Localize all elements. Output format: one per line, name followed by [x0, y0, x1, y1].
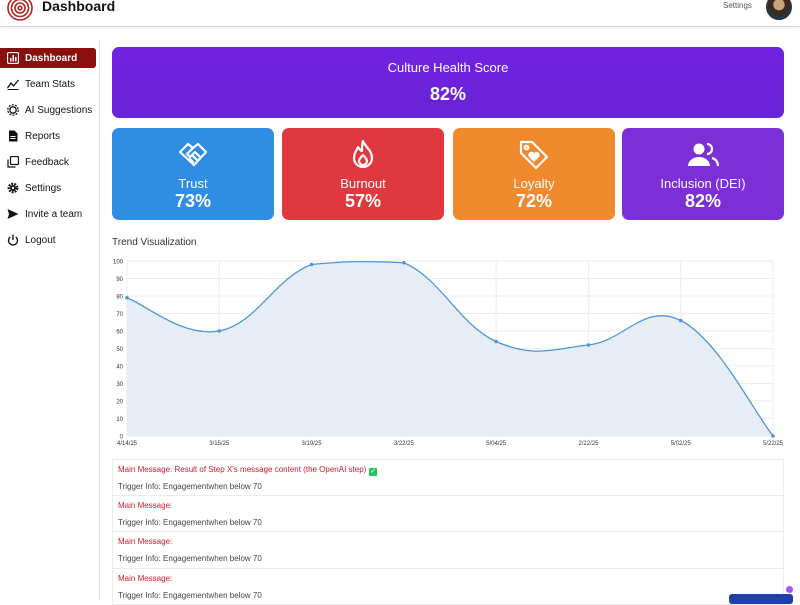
y-tick-label: 0	[120, 435, 124, 441]
top-header: Dashboard Settings	[0, 0, 800, 27]
data-point	[679, 319, 683, 323]
metric-value: 82%	[622, 191, 784, 212]
sidebar-item-team-stats[interactable]: Team Stats	[0, 74, 96, 94]
header-settings-link[interactable]: Settings	[723, 1, 752, 10]
x-tick-label: 3/19/25	[302, 441, 323, 447]
document-icon	[6, 129, 20, 143]
bar-chart-icon	[6, 51, 20, 65]
page-title: Dashboard	[42, 0, 115, 14]
sidebar-item-settings[interactable]: Settings	[0, 178, 96, 198]
notification-dot-icon[interactable]	[785, 585, 794, 594]
score-value: 82%	[112, 84, 784, 105]
chart-title: Trend Visualization	[112, 237, 197, 248]
gear-icon	[6, 181, 20, 195]
sidebar-item-label: Settings	[25, 183, 61, 194]
metric-card-burnout: Burnout 57%	[282, 128, 444, 220]
message-list: Main Message: Result of Step X's message…	[112, 459, 784, 605]
series-area	[127, 262, 773, 436]
power-icon	[6, 233, 20, 247]
y-tick-label: 70	[116, 312, 123, 318]
main-message: Main Message:	[118, 537, 778, 552]
users-icon	[622, 138, 784, 172]
metric-value: 73%	[112, 191, 274, 212]
data-point	[310, 263, 314, 267]
metric-value: 57%	[282, 191, 444, 212]
sidebar-item-feedback[interactable]: Feedback	[0, 152, 96, 172]
data-point	[771, 434, 775, 438]
x-tick-label: 3/22/25	[394, 441, 415, 447]
sidebar-item-label: Reports	[25, 131, 60, 142]
handshake-icon	[112, 138, 274, 172]
metric-value: 72%	[453, 191, 615, 212]
sidebar-item-label: Team Stats	[25, 79, 75, 90]
sidebar-item-label: Invite a team	[25, 209, 82, 220]
send-icon	[6, 207, 20, 221]
list-item: Main Message: Result of Step X's message…	[112, 459, 784, 496]
metric-label: Inclusion (DEI)	[622, 176, 784, 191]
trigger-info: Trigger Info: Engagementwhen below 70	[118, 554, 778, 563]
metric-card-loyalty: Loyalty 72%	[453, 128, 615, 220]
data-point	[494, 340, 498, 344]
ai-gear-icon	[6, 103, 20, 117]
sidebar-item-reports[interactable]: Reports	[0, 126, 96, 146]
trigger-info: Trigger Info: Engagementwhen below 70	[118, 482, 778, 491]
score-title: Culture Health Score	[112, 60, 784, 75]
x-tick-label: 3/15/25	[209, 441, 230, 447]
y-tick-label: 10	[116, 417, 123, 423]
heart-tag-icon	[453, 138, 615, 172]
fingerprint-logo-icon[interactable]	[6, 0, 34, 22]
sidebar-item-label: Dashboard	[25, 53, 77, 64]
sidebar-item-label: AI Suggestions	[25, 105, 92, 116]
y-tick-label: 80	[116, 295, 123, 301]
y-tick-label: 30	[116, 382, 123, 388]
y-tick-label: 40	[116, 365, 123, 371]
main-message: Main Message:	[118, 574, 778, 589]
sidebar-item-ai-suggestions[interactable]: AI Suggestions	[0, 100, 96, 120]
y-tick-label: 100	[113, 260, 124, 266]
culture-health-score-card: Culture Health Score 82%	[112, 47, 784, 118]
list-item: Main Message: Trigger Info: Engagementwh…	[112, 496, 784, 533]
x-tick-label: 5/04/25	[486, 441, 507, 447]
sidebar-item-logout[interactable]: Logout	[0, 230, 96, 250]
metric-label: Loyalty	[453, 176, 615, 191]
main-message-text: Main Message: Result of Step X's message…	[118, 465, 366, 474]
avatar[interactable]	[766, 0, 792, 20]
metric-card-trust: Trust 73%	[112, 128, 274, 220]
check-icon: ✓	[369, 468, 377, 476]
x-tick-label: 4/14/25	[117, 441, 138, 447]
trigger-info: Trigger Info: Engagementwhen below 70	[118, 518, 778, 527]
widget-bar-button[interactable]	[729, 594, 793, 604]
trend-chart: 0 10 20 30 40 50 60 70 80 90 100 4/14/25 3/15/25 3/19…	[110, 254, 790, 450]
metric-card-inclusion: Inclusion (DEI) 82%	[622, 128, 784, 220]
sidebar-item-label: Feedback	[25, 157, 69, 168]
x-tick-label: 5/22/25	[763, 441, 784, 447]
data-point	[402, 261, 406, 265]
copy-icon	[6, 155, 20, 169]
metric-label: Trust	[112, 176, 274, 191]
y-tick-label: 20	[116, 400, 123, 406]
main-message: Main Message:	[118, 501, 778, 516]
main-message: Main Message: Result of Step X's message…	[118, 465, 778, 480]
data-point	[587, 343, 591, 347]
trigger-info: Trigger Info: Engagementwhen below 70	[118, 591, 778, 600]
sidebar: Dashboard Team Stats AI Suggestions Repo…	[0, 40, 100, 600]
x-tick-label: 5/02/25	[671, 441, 692, 447]
x-tick-label: 2/22/25	[578, 441, 599, 447]
y-tick-label: 90	[116, 277, 123, 283]
metric-label: Burnout	[282, 176, 444, 191]
sidebar-item-dashboard[interactable]: Dashboard	[0, 48, 96, 68]
y-tick-label: 60	[116, 330, 123, 336]
data-point	[125, 296, 129, 300]
sidebar-item-label: Logout	[25, 235, 56, 246]
fire-icon	[282, 138, 444, 172]
list-item: Main Message: Trigger Info: Engagementwh…	[112, 532, 784, 569]
trend-line-icon	[6, 77, 20, 91]
data-point	[217, 329, 221, 333]
sidebar-item-invite-a-team[interactable]: Invite a team	[0, 204, 96, 224]
y-tick-label: 50	[116, 347, 123, 353]
